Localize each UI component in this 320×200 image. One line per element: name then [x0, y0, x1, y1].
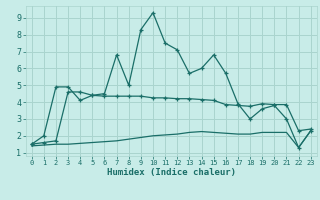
X-axis label: Humidex (Indice chaleur): Humidex (Indice chaleur) [107, 168, 236, 177]
